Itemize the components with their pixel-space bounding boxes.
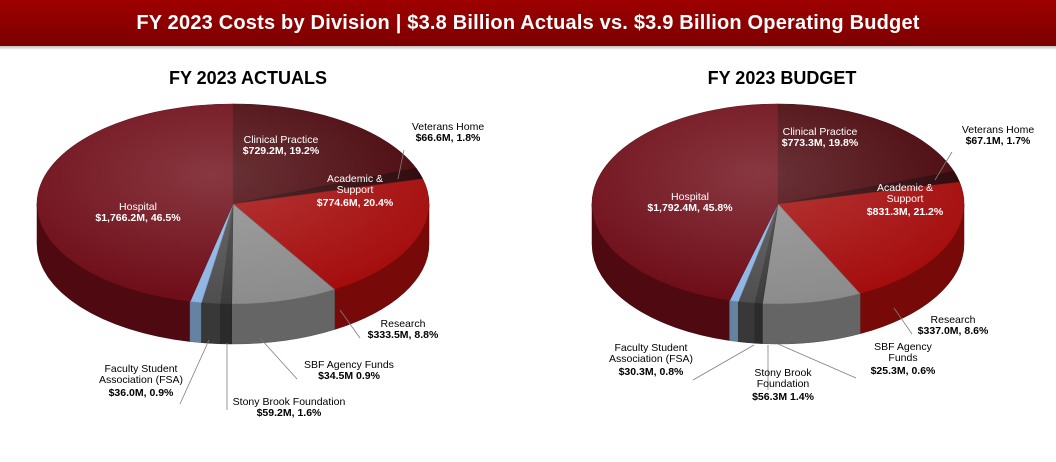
slice-value-sbf-agency-funds: $34.5M 0.9%	[318, 370, 381, 382]
slice-label-stony-brook-foundation: Foundation	[757, 378, 810, 390]
slice-label-academic-support: Academic &	[877, 182, 933, 194]
slice-value-academic-support: $774.6M, 20.4%	[317, 197, 394, 209]
slice-label-hospital: Hospital	[119, 201, 157, 213]
slice-label-research: Research	[931, 314, 976, 326]
chart-title: FY 2023 BUDGET	[708, 68, 857, 88]
pie-side-walls	[36, 203, 430, 345]
slice-label-faculty-student-association-fsa: Faculty Student	[105, 363, 178, 375]
slice-value-sbf-agency-funds: $25.3M, 0.6%	[871, 365, 936, 377]
slice-value-faculty-student-association-fsa: $36.0M, 0.9%	[109, 387, 174, 399]
pie-highlight	[37, 104, 429, 304]
pie-chart-budget: FY 2023 BUDGET Clinical Practice$773.3M, …	[591, 68, 1035, 403]
page-title-banner: FY 2023 Costs by Division | $3.8 Billion…	[0, 0, 1056, 46]
leader-line-veterans-home	[397, 149, 405, 180]
leader-line-faculty-student-association-fsa	[179, 339, 210, 405]
slice-value-faculty-student-association-fsa: $30.3M, 0.8%	[619, 366, 684, 378]
pie-side-sbf-agency-funds	[754, 302, 763, 344]
slice-label-clinical-practice: Clinical Practice	[244, 134, 319, 146]
slice-label-academic-support: Support	[887, 193, 924, 205]
slice-label-research: Research	[381, 318, 426, 330]
slice-label-sbf-agency-funds: SBF Agency	[874, 341, 933, 353]
slice-label-hospital: Hospital	[671, 191, 709, 203]
slice-value-stony-brook-foundation: $56.3M 1.4%	[752, 391, 815, 403]
slice-label-clinical-practice: Clinical Practice	[783, 126, 858, 138]
chart-title: FY 2023 ACTUALS	[169, 68, 327, 88]
page-title: FY 2023 Costs by Division | $3.8 Billion…	[136, 11, 920, 34]
leader-line-sbf-agency-funds	[259, 337, 298, 380]
slice-label-faculty-student-association-fsa: Association (FSA)	[99, 374, 183, 386]
slice-value-hospital: $1,766.2M, 46.5%	[95, 212, 181, 224]
slice-label-faculty-student-association-fsa: Association (FSA)	[609, 353, 693, 365]
leader-line-research	[893, 307, 913, 335]
slice-value-academic-support: $831.3M, 21.2%	[867, 206, 944, 218]
slice-label-stony-brook-foundation: Stony Brook	[754, 367, 812, 379]
slice-value-stony-brook-foundation: $59.2M, 1.6%	[257, 407, 322, 419]
slice-value-veterans-home: $67.1M, 1.7%	[966, 135, 1031, 147]
slice-label-sbf-agency-funds: Funds	[888, 352, 917, 364]
pie-side-stony-brook-foundation	[201, 302, 221, 345]
slice-label-stony-brook-foundation: Stony Brook Foundation	[233, 396, 346, 408]
slice-value-clinical-practice: $729.2M, 19.2%	[243, 145, 320, 157]
slice-value-clinical-practice: $773.3M, 19.8%	[782, 137, 859, 149]
leader-line-sbf-agency-funds	[777, 343, 857, 379]
slice-label-academic-support: Academic &	[327, 173, 383, 185]
banner-shadow	[0, 46, 1056, 50]
slice-value-hospital: $1,792.4M, 45.8%	[647, 202, 733, 214]
slice-label-faculty-student-association-fsa: Faculty Student	[615, 342, 688, 354]
pie-highlight	[592, 104, 964, 304]
pie-side-faculty-student-association-fsa	[729, 300, 739, 342]
pie-chart-actuals: FY 2023 ACTUALS Clinical Practice$729.2M,…	[36, 68, 485, 419]
leader-line-veterans-home	[934, 151, 953, 181]
leader-line-faculty-student-association-fsa	[692, 344, 755, 381]
slice-label-veterans-home: Veterans Home	[412, 121, 485, 133]
slice-value-research: $337.0M, 8.6%	[918, 325, 989, 337]
pie-side-walls	[591, 203, 965, 345]
slice-label-academic-support: Support	[337, 184, 374, 196]
slice-label-veterans-home: Veterans Home	[962, 124, 1035, 136]
slice-value-research: $333.5M, 8.8%	[368, 329, 439, 341]
pie-side-stony-brook-foundation	[738, 301, 756, 344]
leader-line-research	[339, 309, 361, 339]
slice-value-veterans-home: $66.6M, 1.8%	[416, 132, 481, 144]
slice-label-sbf-agency-funds: SBF Agency Funds	[304, 359, 394, 371]
pie-side-sbf-agency-funds	[220, 303, 232, 345]
pie-side-faculty-student-association-fsa	[189, 301, 202, 343]
